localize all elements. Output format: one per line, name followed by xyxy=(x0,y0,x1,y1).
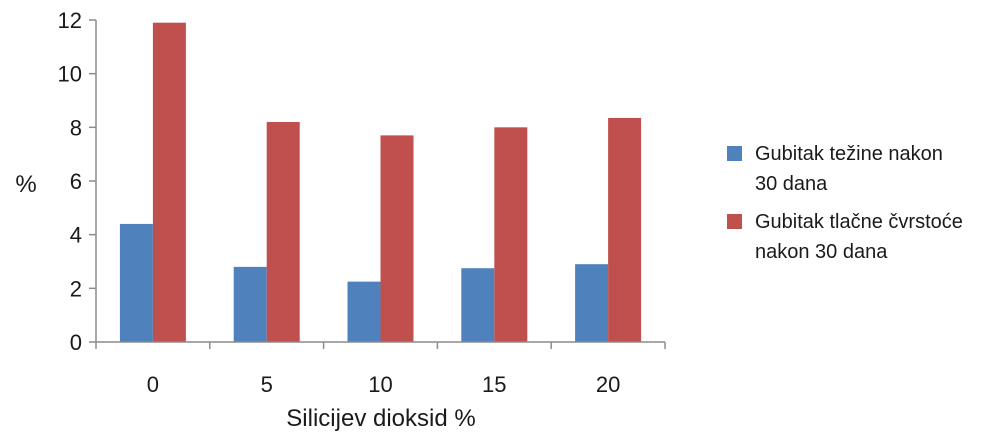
x-tick-label: 10 xyxy=(368,372,392,397)
legend-label-2-line-2: nakon 30 dana xyxy=(755,241,888,263)
y-tick-label: 0 xyxy=(70,330,82,355)
y-tick-label: 6 xyxy=(70,169,82,194)
y-tick-label: 12 xyxy=(58,8,82,33)
bar-series-2-cat-20 xyxy=(608,117,642,342)
bar-series-2-cat-0 xyxy=(152,22,186,343)
x-axis-tick-labels: 0 5 10 15 20 xyxy=(147,372,621,397)
x-tick-label: 20 xyxy=(596,372,620,397)
y-tick-label: 8 xyxy=(70,115,82,140)
y-tick-label: 2 xyxy=(70,276,82,301)
bar-series-2-cat-15 xyxy=(494,127,528,342)
bar-series-1-cat-20 xyxy=(575,264,609,342)
bar-series-2-cat-10 xyxy=(380,135,414,342)
bar-series-1-cat-5 xyxy=(233,266,267,342)
legend: Gubitak težine nakon 30 dana Gubitak tlačn… xyxy=(727,143,963,263)
x-axis-title: Silicijev dioksid % xyxy=(286,405,475,432)
x-tick-label: 0 xyxy=(147,372,159,397)
y-axis-title: % xyxy=(15,171,36,198)
bar-series-1-cat-10 xyxy=(347,281,381,342)
y-tick-label: 10 xyxy=(58,62,82,87)
x-tick-label: 5 xyxy=(261,372,273,397)
legend-label-1-line-2: 30 dana xyxy=(755,173,828,195)
legend-swatch-2 xyxy=(727,214,742,229)
legend-label-2-line-1: Gubitak tlačne čvrstoće xyxy=(755,211,963,233)
y-axis-ticks xyxy=(89,19,96,343)
y-axis-tick-labels: 0 2 4 6 8 10 12 xyxy=(58,8,82,355)
legend-swatch-1 xyxy=(727,146,742,161)
legend-label-1-line-1: Gubitak težine nakon xyxy=(755,143,943,165)
x-tick-label: 15 xyxy=(482,372,506,397)
bar-series-1-cat-15 xyxy=(461,268,495,342)
bars xyxy=(119,22,642,343)
bar-series-2-cat-5 xyxy=(266,121,300,342)
bar-series-1-cat-0 xyxy=(119,223,153,342)
x-axis-ticks xyxy=(95,342,666,349)
y-tick-label: 4 xyxy=(70,223,82,248)
